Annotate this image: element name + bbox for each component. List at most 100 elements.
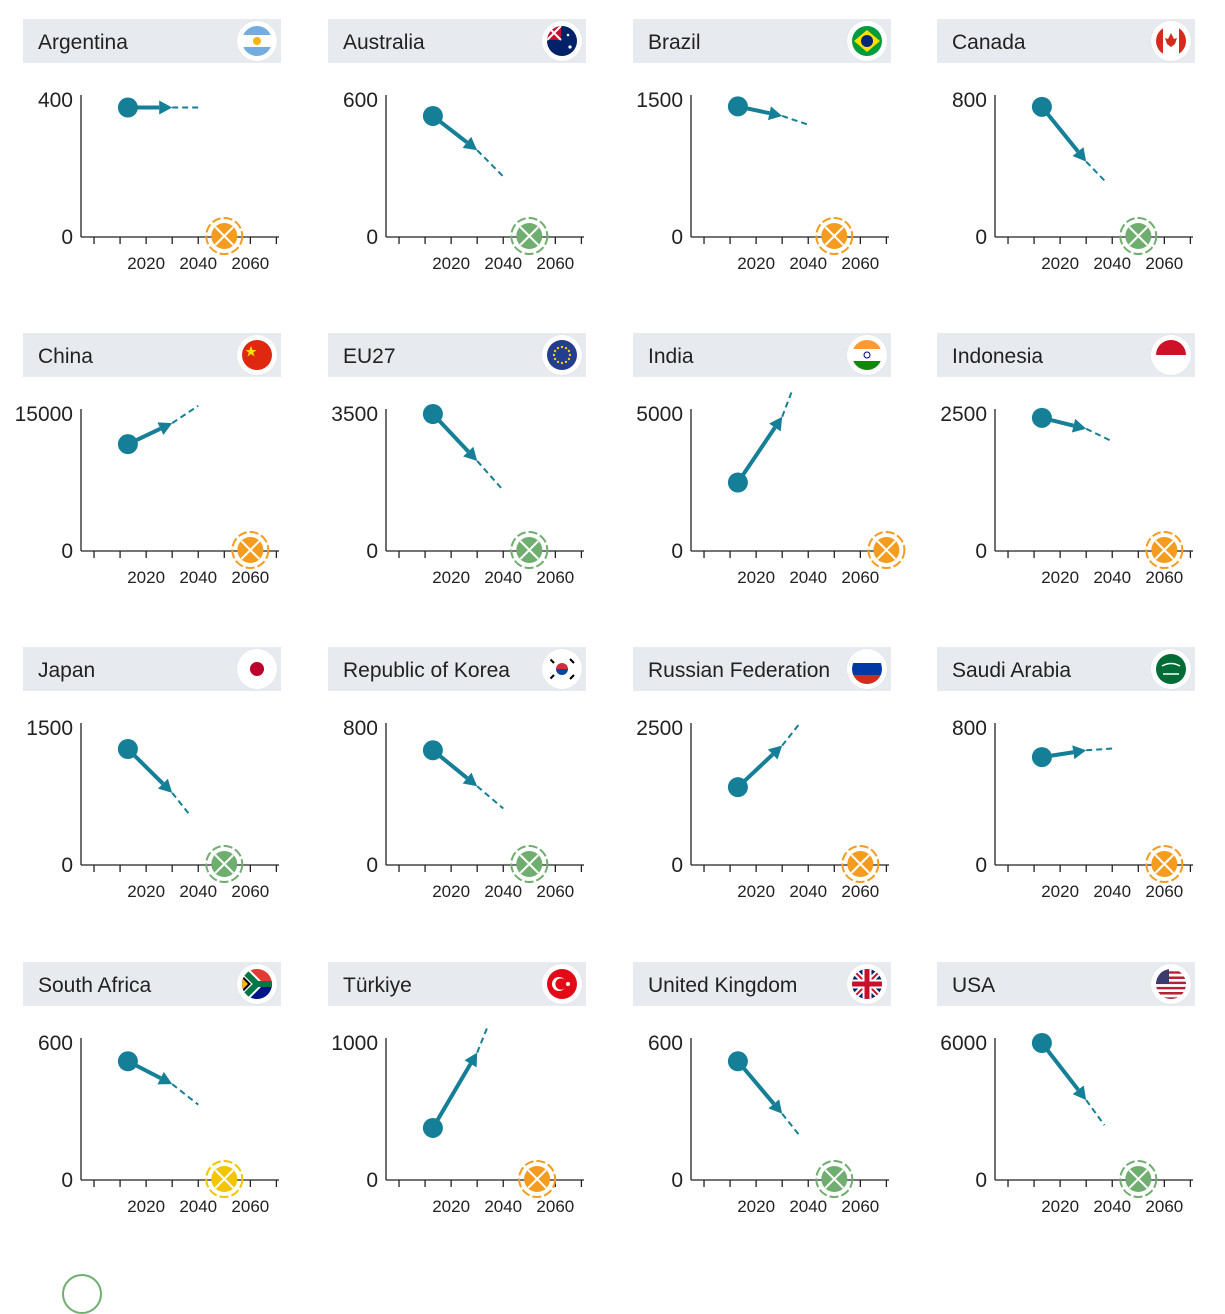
projection-dashed-line [476, 460, 504, 491]
x-tick-label: 2060 [231, 882, 269, 901]
x-tick-label: 2060 [1145, 568, 1183, 587]
net-zero-target-marker [815, 217, 854, 255]
x-tick-label: 2060 [231, 1197, 269, 1216]
x-tick-label: 2060 [841, 882, 879, 901]
net-zero-target-marker [510, 531, 549, 569]
projection-dashed-line [171, 792, 192, 817]
data-point [1031, 407, 1052, 428]
china-flag-icon [239, 337, 275, 373]
country-panel: Republic of Korea 2020 2040 2060 0 800 [328, 647, 590, 917]
data-point [1031, 747, 1052, 768]
trend-arrowhead [159, 100, 173, 115]
data-point [727, 472, 748, 493]
country-panel: India 2020 2040 2060 0 5000 [633, 333, 906, 603]
y-tick-label: 1500 [26, 717, 73, 740]
country-title: Australia [343, 31, 425, 54]
projection-dashed-line [1085, 1099, 1106, 1126]
chart-plot: 2020 2040 2060 0 800 [952, 717, 1193, 901]
country-title: Argentina [38, 31, 128, 54]
y-tick-label: 600 [343, 89, 378, 112]
y-tick-label: 6000 [940, 1032, 987, 1055]
panel-header: Argentina [23, 19, 281, 63]
trend-arrowhead [157, 422, 173, 436]
argentina-flag-icon [239, 23, 275, 59]
chart-plot: 2020 2040 2060 0 2500 [940, 403, 1193, 587]
x-tick-label: 2020 [127, 254, 165, 273]
chart-plot: 2020 2040 2060 0 1500 [26, 717, 279, 901]
data-point [422, 404, 443, 424]
indonesia-flag-icon [1153, 337, 1189, 373]
net-zero-target-marker [510, 217, 549, 255]
y-tick-label: 400 [38, 89, 73, 112]
india-flag-icon [849, 337, 885, 373]
trend-arrowhead [767, 106, 783, 121]
chart-plot: 2020 2040 2060 0 15000 [15, 403, 279, 587]
country-panel: Argentina 2020 2040 2060 0 400 [23, 19, 285, 289]
net-zero-target-marker [1119, 217, 1158, 255]
chart-plot: 2020 2040 2060 0 3500 [331, 403, 584, 587]
x-tick-label: 2040 [1093, 568, 1131, 587]
projection-dashed-line [171, 404, 199, 424]
country-title: Saudi Arabia [952, 659, 1072, 682]
y-tick-label: 800 [952, 89, 987, 112]
chart-plot: 2020 2040 2060 0 2500 [636, 717, 889, 901]
eu-flag-icon [544, 337, 580, 373]
y-tick-label: 0 [366, 540, 378, 563]
x-tick-label: 2060 [1145, 882, 1183, 901]
panel-header: Indonesia [937, 333, 1195, 377]
country-title: India [648, 345, 694, 368]
y-tick-label: 0 [975, 1169, 987, 1192]
country-panel: EU27 2020 2040 2060 0 3500 [328, 333, 590, 603]
x-tick-label: 2020 [737, 254, 775, 273]
country-title: Canada [952, 31, 1026, 54]
y-tick-label: 0 [366, 854, 378, 877]
y-tick-label: 2500 [940, 403, 987, 426]
net-zero-target-marker [205, 217, 244, 255]
y-tick-label: 5000 [636, 403, 683, 426]
y-tick-label: 0 [61, 540, 73, 563]
trend-arrowhead [158, 778, 173, 793]
data-point [422, 740, 443, 761]
country-panel: USA 2020 2040 2060 0 6000 [937, 962, 1199, 1232]
trend-line [431, 1062, 473, 1129]
panel-header: Türkiye [328, 962, 586, 1006]
x-tick-label: 2060 [841, 568, 879, 587]
projection-dashed-line [1085, 427, 1113, 443]
y-tick-label: 0 [61, 854, 73, 877]
trend-arrowhead [1072, 1085, 1087, 1101]
x-tick-label: 2040 [484, 568, 522, 587]
y-tick-label: 3500 [331, 403, 378, 426]
y-tick-label: 0 [975, 854, 987, 877]
x-tick-label: 2060 [1145, 254, 1183, 273]
trend-arrowhead [1071, 418, 1087, 433]
net-zero-target-marker [815, 1160, 854, 1198]
country-panel: United Kingdom 2020 2040 2060 0 600 [633, 962, 895, 1232]
legend-partial [62, 1274, 102, 1314]
chart-plot: 2020 2040 2060 0 800 [343, 717, 584, 901]
usa-flag-icon [1153, 966, 1189, 1002]
x-tick-label: 2040 [789, 568, 827, 587]
x-tick-label: 2040 [179, 1197, 217, 1216]
y-tick-label: 600 [38, 1032, 73, 1055]
panel-header: Republic of Korea [328, 647, 586, 691]
country-title: Brazil [648, 31, 701, 54]
x-tick-label: 2020 [737, 882, 775, 901]
data-point [117, 1051, 138, 1072]
y-tick-label: 0 [366, 1169, 378, 1192]
data-point [1031, 1033, 1052, 1053]
x-tick-label: 2020 [1041, 1197, 1079, 1216]
trend-arrowhead [768, 1099, 783, 1114]
australia-flag-icon [544, 23, 580, 59]
projection-dashed-line [476, 1026, 489, 1053]
south-africa-flag-icon [239, 966, 275, 1002]
data-point [422, 1117, 443, 1138]
y-tick-label: 800 [952, 717, 987, 740]
y-tick-label: 2500 [636, 717, 683, 740]
x-tick-label: 2020 [432, 882, 470, 901]
country-title: Türkiye [343, 974, 412, 997]
japan-flag-icon [239, 651, 275, 687]
y-tick-label: 0 [671, 854, 683, 877]
x-tick-label: 2060 [536, 1197, 574, 1216]
data-point [117, 739, 138, 760]
y-tick-label: 0 [366, 226, 378, 249]
